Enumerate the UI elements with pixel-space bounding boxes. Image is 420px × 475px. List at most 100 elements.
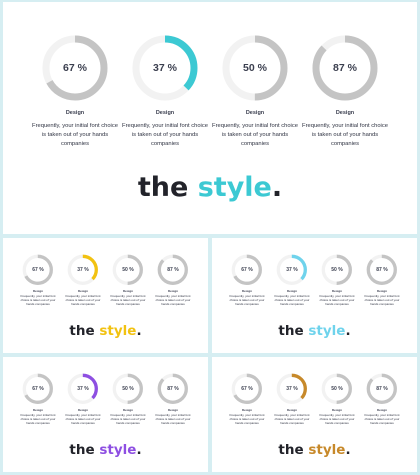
tagline: the style. — [3, 323, 208, 339]
percent-value: 67 % — [63, 61, 87, 74]
card-label: Design — [122, 289, 133, 293]
card-description: Frequently, your initial font choice is … — [274, 294, 310, 307]
stat-card: 37 % Design Frequently, your initial font … — [266, 238, 318, 353]
progress-ring: 37 % — [275, 253, 309, 287]
progress-ring: 87 % — [365, 372, 399, 406]
card-description: Frequently, your initial font choice is … — [110, 294, 146, 307]
card-description: Frequently, your initial font choice is … — [122, 123, 208, 148]
progress-arc — [67, 254, 99, 285]
progress-arc — [157, 373, 189, 404]
stat-card: 87 % Design Frequently, your initial font … — [147, 238, 199, 353]
progress-ring: 37 % — [66, 253, 100, 287]
card-label: Design — [65, 110, 85, 116]
card-description: Frequently, your initial font choice is … — [155, 294, 191, 307]
progress-ring-svg — [366, 373, 398, 404]
slide-thumb-yellow[interactable]: 67 % Design Frequently, your initial font … — [3, 238, 208, 353]
card-description: Frequently, your initial font choice is … — [364, 413, 400, 426]
card-label: Design — [331, 408, 342, 412]
card-label: Design — [331, 289, 342, 293]
progress-ring: 87 % — [156, 253, 190, 287]
percent-value: 87 % — [376, 266, 388, 273]
percent-value: 67 % — [32, 385, 44, 392]
card-description: Frequently, your initial font choice is … — [274, 413, 310, 426]
progress-arc — [67, 373, 99, 404]
progress-arc — [157, 254, 189, 285]
progress-ring: 50 % — [111, 253, 145, 287]
card-label: Design — [241, 408, 252, 412]
card-label: Design — [335, 110, 355, 116]
percent-value: 37 % — [286, 266, 298, 273]
stat-card: 37 % Design Frequently, your initial font … — [266, 357, 318, 472]
tagline-word-the: the — [69, 442, 95, 458]
stat-card: 50 % Design Frequently, your initial font … — [311, 357, 363, 472]
progress-ring-svg — [112, 254, 144, 285]
card-label: Design — [376, 289, 387, 293]
tagline-word-style: style — [99, 442, 137, 458]
stat-card: 87 % Design Frequently, your initial font … — [356, 238, 408, 353]
progress-ring-svg — [231, 254, 263, 285]
progress-ring-svg — [22, 373, 54, 404]
progress-arc — [22, 373, 54, 404]
percent-value: 87 % — [167, 266, 179, 273]
progress-ring: 87 % — [365, 253, 399, 287]
stat-card: 50 % Design Frequently, your initial font … — [201, 2, 309, 234]
card-description: Frequently, your initial font choice is … — [319, 413, 355, 426]
progress-ring-svg — [312, 35, 378, 101]
percent-value: 50 % — [243, 61, 267, 74]
progress-ring: 87 % — [156, 372, 190, 406]
progress-ring-svg — [222, 35, 288, 101]
card-description: Frequently, your initial font choice is … — [364, 294, 400, 307]
stat-card: 50 % Design Frequently, your initial font … — [102, 357, 154, 472]
progress-ring-svg — [67, 254, 99, 285]
tagline: the style. — [212, 323, 417, 339]
tagline-word-style: style — [99, 323, 137, 339]
card-label: Design — [32, 408, 43, 412]
card-label: Design — [155, 110, 175, 116]
card-label: Design — [241, 289, 252, 293]
progress-arc — [42, 35, 108, 101]
card-label: Design — [245, 110, 265, 116]
progress-ring: 50 % — [219, 32, 291, 104]
progress-ring-svg — [157, 254, 189, 285]
progress-ring: 50 % — [320, 372, 354, 406]
progress-ring-svg — [366, 254, 398, 285]
tagline: the style. — [3, 442, 208, 458]
card-description: Frequently, your initial font choice is … — [229, 294, 265, 307]
slide-thumb-gold[interactable]: 67 % Design Frequently, your initial font … — [212, 357, 417, 472]
percent-value: 50 % — [122, 266, 134, 273]
card-label: Design — [286, 408, 297, 412]
progress-ring-svg — [22, 254, 54, 285]
tagline-word-the: the — [278, 442, 304, 458]
card-description: Frequently, your initial font choice is … — [212, 123, 298, 148]
progress-ring: 50 % — [320, 253, 354, 287]
progress-ring: 37 % — [66, 372, 100, 406]
progress-arc — [231, 373, 263, 404]
tagline-word-style: style — [308, 323, 346, 339]
tagline-dot: . — [136, 323, 142, 339]
card-label: Design — [376, 408, 387, 412]
progress-ring-svg — [67, 373, 99, 404]
stat-card: 37 % Design Frequently, your initial font … — [111, 2, 219, 234]
slide-main[interactable]: 67 % Design Frequently, your initial font … — [3, 2, 417, 234]
percent-value: 67 % — [241, 385, 253, 392]
card-description: Frequently, your initial font choice is … — [319, 294, 355, 307]
stat-card: 67 % Design Frequently, your initial font … — [221, 238, 273, 353]
tagline-word-style: style — [308, 442, 346, 458]
stat-card: 50 % Design Frequently, your initial font … — [311, 238, 363, 353]
card-description: Frequently, your initial font choice is … — [302, 123, 388, 148]
slide-thumb-cyan[interactable]: 67 % Design Frequently, your initial font … — [212, 238, 417, 353]
progress-ring-svg — [276, 373, 308, 404]
stat-card: 37 % Design Frequently, your initial font … — [57, 238, 109, 353]
percent-value: 37 % — [77, 266, 89, 273]
stat-card: 87 % Design Frequently, your initial font … — [356, 357, 408, 472]
card-label: Design — [77, 408, 88, 412]
progress-ring-svg — [157, 373, 189, 404]
card-label: Design — [77, 289, 88, 293]
card-label: Design — [32, 289, 43, 293]
progress-ring: 87 % — [309, 32, 381, 104]
slide-thumb-purple[interactable]: 67 % Design Frequently, your initial font … — [3, 357, 208, 472]
progress-arc — [222, 35, 288, 101]
card-label: Design — [286, 289, 297, 293]
tagline-dot: . — [136, 442, 142, 458]
card-description: Frequently, your initial font choice is … — [65, 294, 101, 307]
